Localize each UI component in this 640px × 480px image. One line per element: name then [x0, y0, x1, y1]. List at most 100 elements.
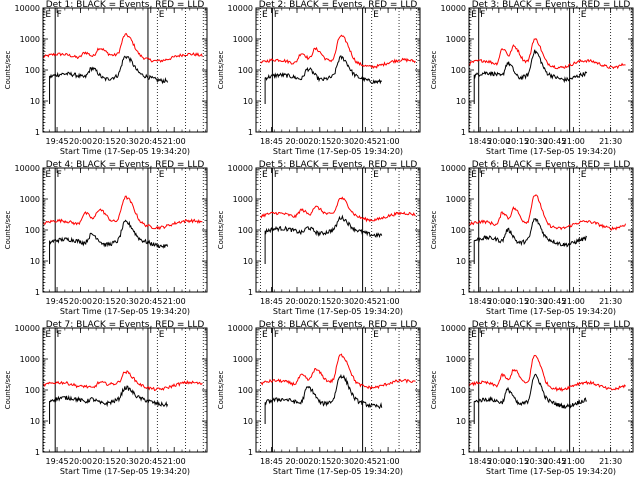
panel-title: Det 3: BLACK = Events, RED = LLD: [472, 0, 631, 10]
x-tick-label: 20:30: [116, 137, 139, 146]
events-series-line: [264, 214, 383, 265]
x-tick-label: 20:45: [543, 297, 566, 306]
interval-marker: F: [480, 10, 485, 20]
y-tick-label: 10000: [15, 4, 40, 13]
interval-marker: F: [480, 330, 485, 340]
x-tick-label: 20:00: [487, 297, 510, 306]
interval-marker: E: [262, 170, 268, 180]
y-axis-label: Counts/sec: [430, 51, 438, 90]
y-axis-label: Counts/sec: [430, 211, 438, 250]
x-tick-label: 21:00: [377, 137, 400, 146]
y-tick-label: 1: [248, 128, 253, 137]
x-tick-label: 20:15: [506, 457, 529, 466]
y-tick-label: 10: [456, 417, 466, 426]
lld-series-line: [468, 354, 626, 392]
y-tick-label: 10000: [228, 164, 253, 173]
y-tick-label: 1: [461, 288, 466, 297]
x-tick-label: 21:00: [163, 457, 186, 466]
x-tick-label: 20:00: [69, 457, 92, 466]
y-tick-label: 1000: [446, 35, 466, 44]
interval-marker: E: [45, 10, 51, 20]
x-tick-label: 21:30: [599, 137, 622, 146]
y-tick-label: 1000: [20, 355, 40, 364]
x-tick-label: 20:30: [331, 297, 354, 306]
lld-series-line: [468, 38, 626, 70]
events-series-line: [473, 373, 587, 425]
y-tick-label: 1000: [20, 35, 40, 44]
x-axis-label: Start Time (17-Sep-05 19:34:20): [486, 467, 616, 476]
interval-marker: F: [480, 170, 485, 180]
plot-frame: [42, 7, 208, 133]
y-tick-label: 100: [238, 66, 253, 75]
x-axis-label: Start Time (17-Sep-05 19:34:20): [486, 307, 616, 316]
y-tick-label: 10: [30, 417, 40, 426]
plot-frame: [468, 167, 634, 293]
y-axis-label: Counts/sec: [430, 371, 438, 410]
x-tick-label: 21:00: [377, 457, 400, 466]
interval-marker: E: [159, 10, 165, 20]
y-tick-label: 10000: [441, 4, 466, 13]
x-tick-label: 19:45: [46, 457, 69, 466]
panel-title: Det 2: BLACK = Events, RED = LLD: [259, 0, 418, 10]
interval-marker: E: [262, 330, 268, 340]
y-tick-label: 10000: [15, 164, 40, 173]
x-tick-label: 20:00: [285, 297, 308, 306]
y-tick-label: 1: [35, 448, 40, 457]
y-tick-label: 100: [25, 226, 40, 235]
y-tick-label: 1000: [233, 195, 253, 204]
x-tick-label: 21:30: [599, 457, 622, 466]
x-tick-label: 18:45: [469, 457, 492, 466]
interval-marker: E: [159, 330, 165, 340]
panel-title: Det 9: BLACK = Events, RED = LLD: [472, 320, 631, 330]
y-tick-label: 10: [456, 97, 466, 106]
y-tick-label: 1: [248, 288, 253, 297]
interval-marker: E: [373, 330, 379, 340]
y-tick-label: 10: [30, 97, 40, 106]
events-series-line: [473, 217, 588, 265]
y-tick-label: 1000: [446, 355, 466, 364]
y-tick-label: 100: [451, 386, 466, 395]
interval-marker: E: [581, 330, 587, 340]
y-tick-label: 1000: [233, 35, 253, 44]
lld-series-line: [42, 32, 203, 63]
y-tick-label: 100: [238, 226, 253, 235]
detector-panel: Det 1: BLACK = Events, RED = LLD Counts/s…: [4, 0, 208, 156]
x-tick-label: 21:00: [163, 137, 186, 146]
plot-frame: [468, 7, 634, 133]
y-tick-label: 10: [30, 257, 40, 266]
lld-series-line: [42, 370, 203, 392]
interval-marker: E: [471, 170, 477, 180]
x-tick-label: 20:00: [487, 137, 510, 146]
x-tick-label: 20:00: [69, 297, 92, 306]
x-axis-label: Start Time (17-Sep-05 19:34:20): [273, 147, 403, 156]
lld-series-line: [260, 34, 416, 70]
y-tick-label: 100: [25, 386, 40, 395]
x-tick-label: 18:45: [260, 297, 283, 306]
lld-series-line: [260, 353, 416, 391]
x-tick-label: 20:15: [92, 457, 115, 466]
interval-marker: E: [373, 10, 379, 20]
interval-marker: F: [57, 330, 62, 340]
x-tick-label: 20:45: [139, 137, 162, 146]
plot-frame: [255, 167, 421, 293]
x-tick-label: 21:00: [562, 297, 585, 306]
x-tick-label: 19:45: [46, 137, 69, 146]
x-axis-label: Start Time (17-Sep-05 19:34:20): [273, 467, 403, 476]
y-tick-label: 10000: [441, 164, 466, 173]
x-axis-label: Start Time (17-Sep-05 19:34:20): [60, 147, 190, 156]
interval-marker: E: [581, 170, 587, 180]
x-tick-label: 20:15: [92, 297, 115, 306]
x-tick-label: 21:30: [599, 297, 622, 306]
detector-panel: Det 2: BLACK = Events, RED = LLD Counts/s…: [217, 0, 421, 156]
x-tick-label: 18:45: [469, 137, 492, 146]
interval-marker: E: [471, 330, 477, 340]
y-tick-label: 10: [243, 97, 253, 106]
panel-title: Det 7: BLACK = Events, RED = LLD: [46, 320, 205, 330]
x-tick-label: 20:00: [285, 137, 308, 146]
panel-title: Det 8: BLACK = Events, RED = LLD: [259, 320, 418, 330]
x-tick-label: 20:45: [139, 297, 162, 306]
x-tick-label: 20:15: [506, 297, 529, 306]
x-tick-label: 20:15: [506, 137, 529, 146]
x-tick-label: 20:15: [308, 137, 331, 146]
y-tick-label: 100: [451, 226, 466, 235]
